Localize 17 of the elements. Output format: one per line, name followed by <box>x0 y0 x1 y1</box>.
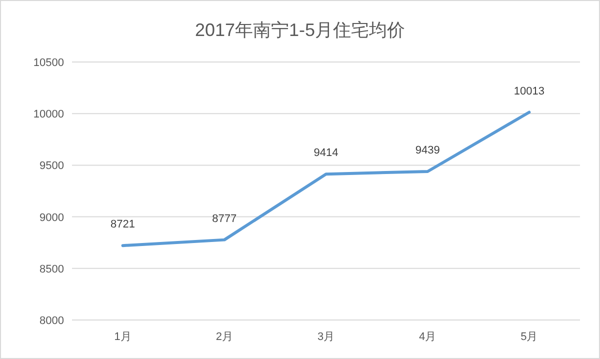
y-tick-label: 8500 <box>40 263 64 276</box>
x-tick-label: 1月 <box>114 331 132 343</box>
data-label: 8777 <box>212 212 237 225</box>
data-label: 10013 <box>514 85 544 98</box>
x-tick-label: 5月 <box>520 331 538 343</box>
y-tick-label: 10500 <box>33 57 64 69</box>
data-label: 9414 <box>314 147 338 160</box>
title: 2017年南宁1-5月住宅均价 <box>194 20 406 40</box>
y-tick-label: 9500 <box>40 160 64 172</box>
x-tick-label: 3月 <box>317 331 335 343</box>
y-tick-label: 9000 <box>40 212 64 224</box>
x-tick-label: 2月 <box>216 331 233 343</box>
data-label: 8721 <box>110 218 136 231</box>
data-label: 9439 <box>415 144 440 156</box>
y-tick-label: 8000 <box>40 315 64 327</box>
y-tick-label: 10000 <box>33 108 64 121</box>
x-tick-label: 4月 <box>419 331 436 343</box>
